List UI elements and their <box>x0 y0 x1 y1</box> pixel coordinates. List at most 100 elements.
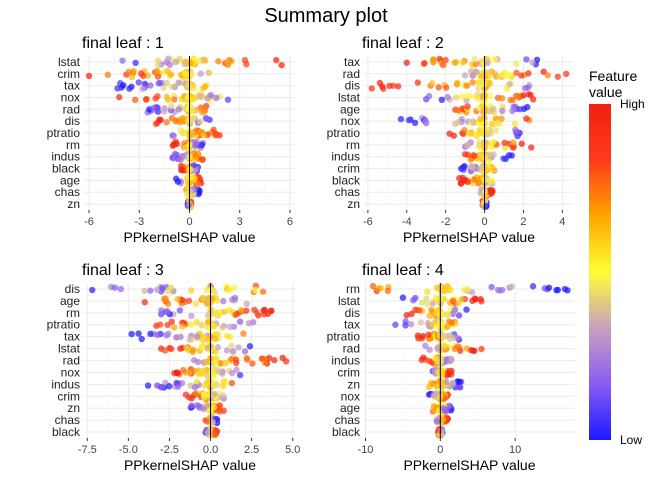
data-point <box>180 114 187 122</box>
data-point <box>185 82 192 89</box>
data-point <box>225 59 232 67</box>
data-point <box>158 307 165 314</box>
data-point <box>195 57 203 65</box>
data-point <box>384 287 392 295</box>
data-point <box>160 108 168 115</box>
data-point <box>199 108 206 116</box>
data-point <box>563 70 570 78</box>
y-tick-label: ptratio <box>47 318 81 332</box>
data-point <box>199 369 206 376</box>
data-point <box>454 343 461 350</box>
data-point <box>172 138 179 145</box>
data-point <box>424 300 431 308</box>
color-legend: Feature value High Low <box>589 68 645 447</box>
data-point <box>224 96 232 103</box>
data-point <box>204 418 211 425</box>
data-point <box>214 297 221 305</box>
data-point <box>132 59 139 67</box>
y-tick-label: rad <box>63 354 80 368</box>
data-point <box>130 67 137 75</box>
data-point <box>544 72 551 79</box>
data-point <box>188 287 195 294</box>
data-point <box>498 115 505 122</box>
data-point <box>488 283 495 291</box>
data-point <box>163 93 171 101</box>
data-point <box>395 83 402 90</box>
data-point <box>499 107 506 115</box>
data-point <box>463 82 471 89</box>
data-point <box>188 312 195 320</box>
x-tick-label: 5.0 <box>285 444 300 456</box>
x-tick-label: 6 <box>287 216 293 228</box>
data-point <box>447 355 455 362</box>
data-point <box>201 382 208 389</box>
data-point <box>220 308 228 315</box>
y-tick-label: ptratio <box>327 126 361 140</box>
data-point <box>433 383 440 390</box>
y-tick-label: indus <box>331 354 360 368</box>
panel-title: final leaf : 3 <box>82 262 164 279</box>
data-point <box>125 68 132 75</box>
data-point <box>499 286 506 294</box>
x-tick-label: 0.0 <box>203 444 218 456</box>
data-point <box>218 370 226 377</box>
data-point <box>471 295 479 302</box>
data-point <box>245 320 253 327</box>
data-point <box>200 394 208 401</box>
data-point <box>119 57 126 64</box>
data-point <box>180 129 187 136</box>
data-point <box>187 166 194 173</box>
data-point <box>212 132 219 139</box>
data-point <box>139 72 147 80</box>
data-point <box>192 142 199 149</box>
data-point <box>440 61 447 69</box>
y-tick-label: indus <box>51 377 80 391</box>
data-point <box>144 72 152 79</box>
x-tick-label: 4 <box>559 216 565 228</box>
data-point <box>482 70 489 78</box>
data-point <box>411 119 419 127</box>
data-point <box>443 84 450 91</box>
y-tick-label: ptratio <box>47 126 81 140</box>
y-tick-label: rm <box>66 306 80 320</box>
data-point <box>457 384 464 391</box>
data-point <box>271 357 278 364</box>
data-point <box>186 336 193 343</box>
data-point <box>195 180 202 187</box>
data-point <box>174 295 181 303</box>
data-point <box>561 285 569 293</box>
data-point <box>175 383 182 390</box>
data-point <box>434 358 441 365</box>
data-point <box>490 151 497 158</box>
data-point <box>489 138 497 146</box>
data-point <box>218 324 226 331</box>
x-tick-label: -2 <box>441 216 451 228</box>
data-point <box>141 287 148 295</box>
data-point <box>163 118 170 126</box>
x-tick-label: -3 <box>134 216 144 228</box>
data-point <box>554 286 562 294</box>
data-point <box>498 95 506 102</box>
data-point <box>279 354 286 362</box>
data-point <box>120 81 127 89</box>
data-point <box>198 322 205 329</box>
data-point <box>220 297 227 305</box>
data-point <box>204 336 211 344</box>
legend-title-line1: Feature <box>589 68 637 84</box>
data-point <box>232 356 240 363</box>
data-point <box>228 356 235 363</box>
data-point <box>212 360 219 367</box>
data-point <box>204 318 212 326</box>
x-tick-label: -10 <box>358 444 374 456</box>
data-point <box>104 71 111 78</box>
data-point <box>192 390 199 397</box>
data-point <box>403 59 410 66</box>
data-point <box>176 307 184 314</box>
data-point <box>175 106 183 113</box>
data-point <box>213 310 220 317</box>
data-point <box>259 288 267 295</box>
data-point <box>189 96 197 103</box>
data-point <box>223 347 231 354</box>
data-point <box>159 285 166 292</box>
